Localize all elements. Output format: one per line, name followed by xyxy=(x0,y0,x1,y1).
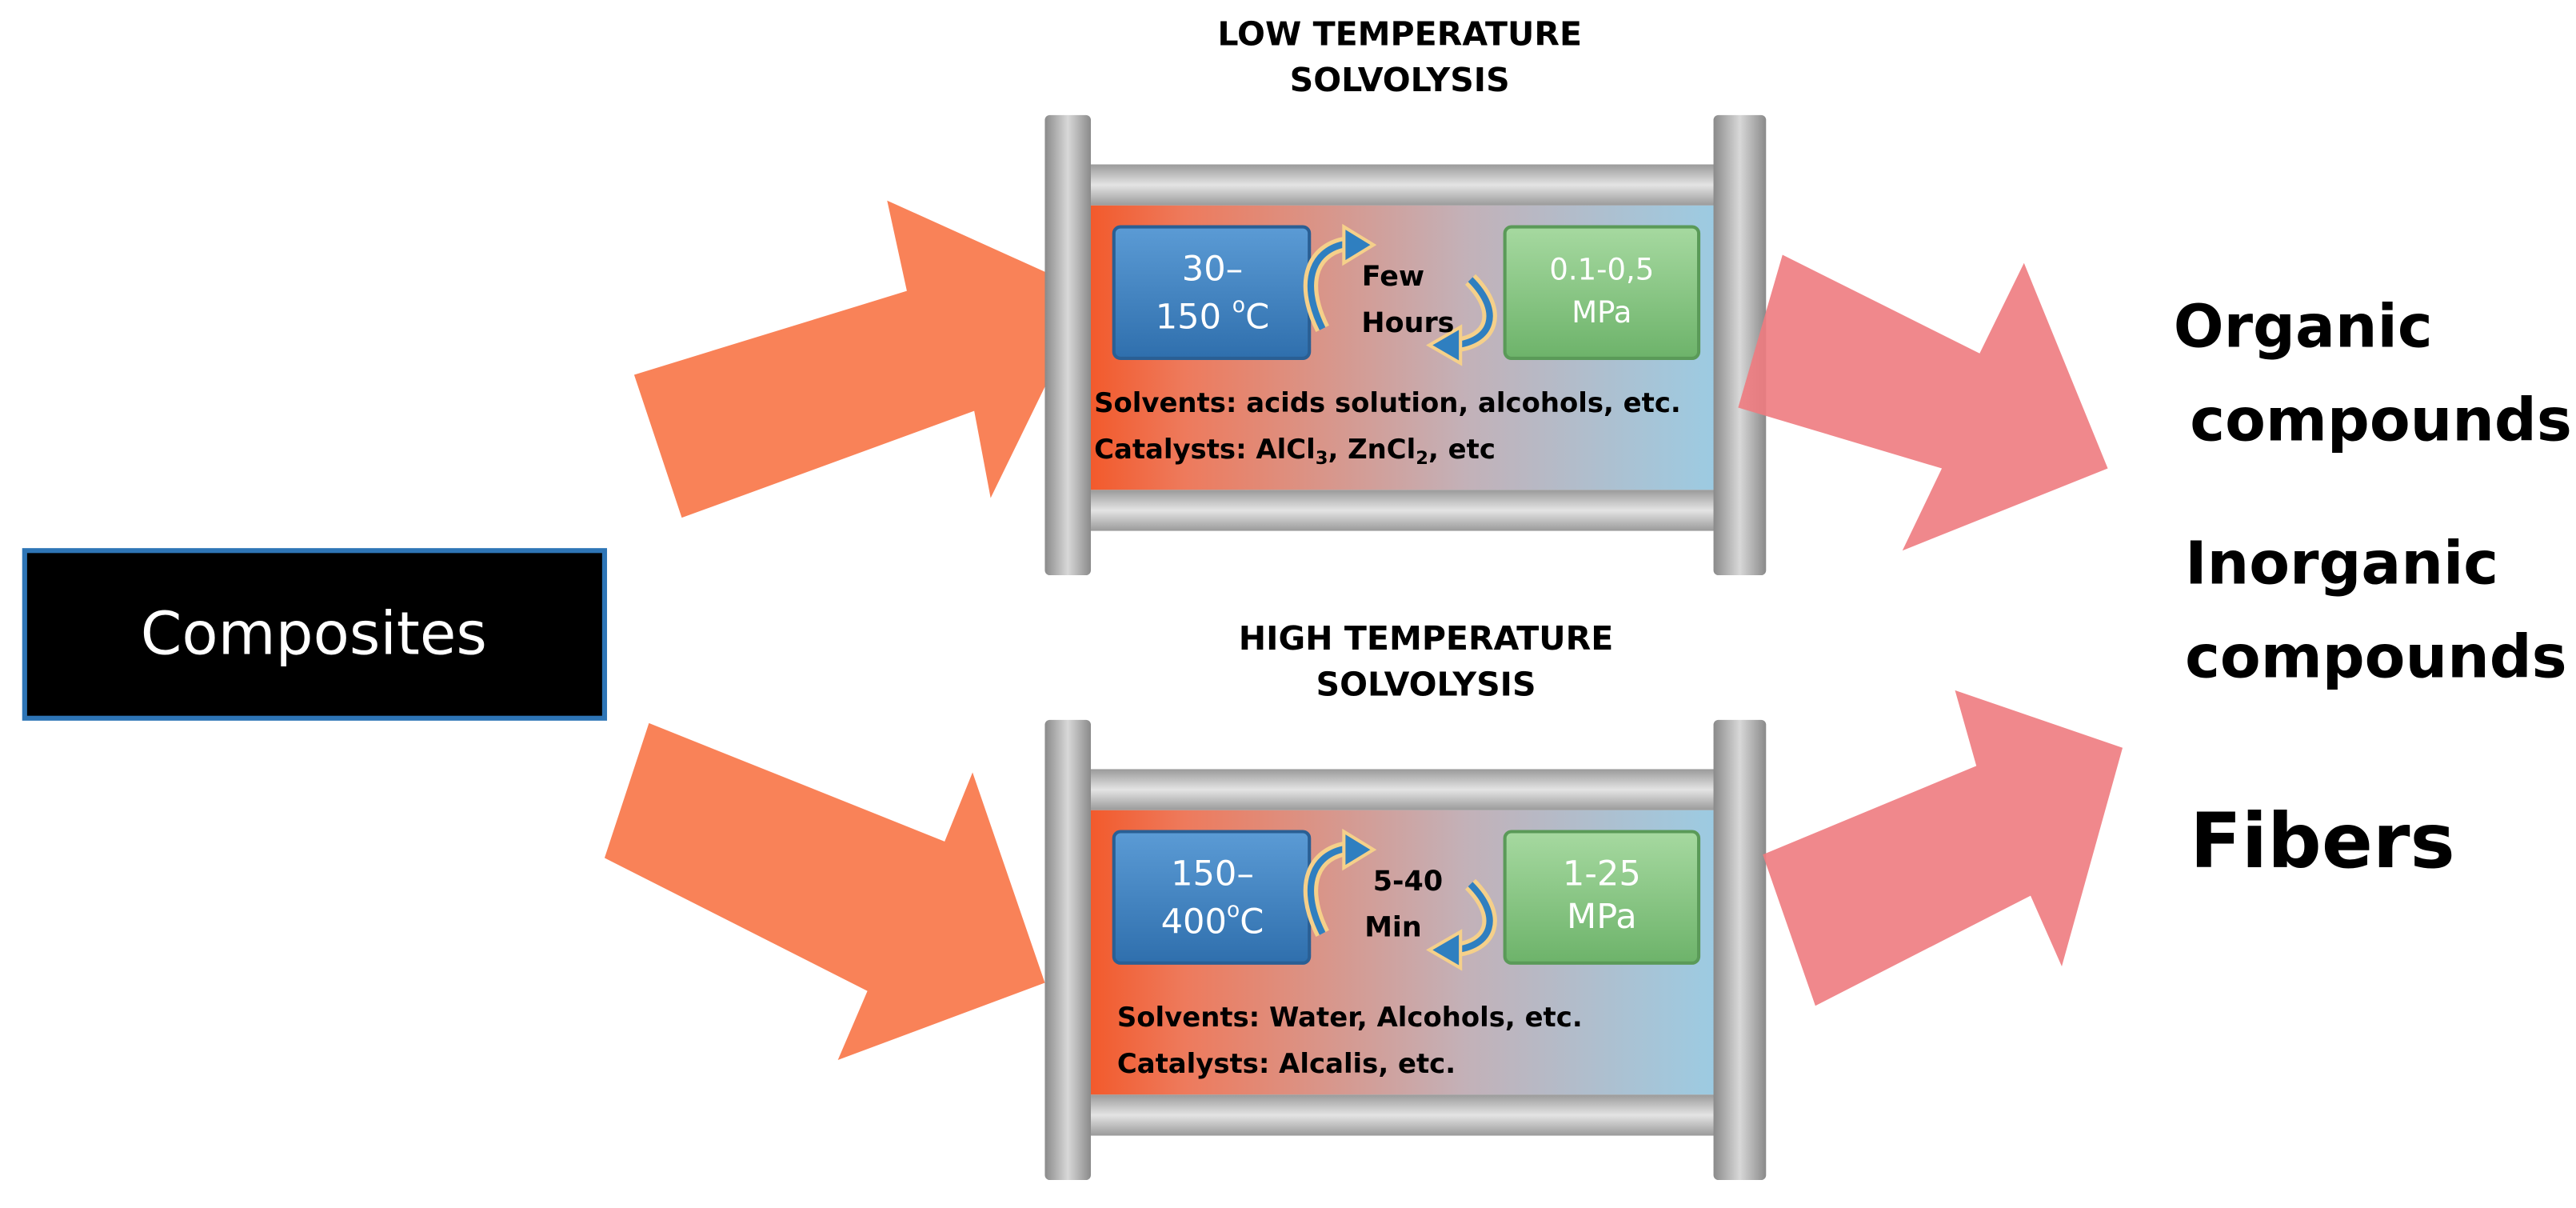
cycle-arrow-head xyxy=(1342,223,1377,266)
input-box xyxy=(22,548,608,721)
temperature-text: 150 oC xyxy=(1156,293,1269,337)
pressure-text: MPa xyxy=(1567,897,1637,937)
catalysts-part: Catalysts: Alcalis, etc. xyxy=(1117,1048,1456,1079)
tube-post xyxy=(1044,114,1091,576)
cycle-arrow-head xyxy=(1426,929,1463,971)
output-label: compounds xyxy=(2185,622,2567,691)
time-text: Hours xyxy=(1361,307,1454,339)
subscript: 3 xyxy=(1316,448,1328,469)
tube-bar xyxy=(1090,1094,1715,1136)
temperature-value: 150 xyxy=(1156,297,1232,337)
output-arrow xyxy=(1763,690,2123,1006)
subscript: 2 xyxy=(1416,448,1428,469)
cycle-arrow-head xyxy=(1426,324,1463,366)
degree: o xyxy=(1227,898,1240,922)
time-text: 5-40 xyxy=(1373,866,1443,898)
temperature-text: 30– xyxy=(1182,250,1243,290)
pressure-text: 1-25 xyxy=(1563,854,1641,894)
temperature-text: 150– xyxy=(1171,854,1254,894)
reactor: HIGH TEMPERATURESOLVOLYSIS150–400oC1-25M… xyxy=(1044,619,1767,1181)
temperature-box xyxy=(1112,830,1312,965)
tube-bar xyxy=(1090,769,1715,810)
input-arrow xyxy=(633,200,1091,518)
output-label: Inorganic xyxy=(2185,529,2498,598)
unit: C xyxy=(1245,297,1269,337)
time-text: Few xyxy=(1362,261,1424,293)
temperature-text: 400oC xyxy=(1161,898,1264,942)
cycle-arrow xyxy=(1307,240,1352,330)
tube-post xyxy=(1713,114,1767,576)
pressure-text: 0.1-0,5 xyxy=(1549,253,1654,287)
reactor-title: SOLVOLYSIS xyxy=(1290,61,1510,99)
output-label: Fibers xyxy=(2190,798,2454,886)
reactor-title: SOLVOLYSIS xyxy=(1316,666,1536,704)
tube-post xyxy=(1713,719,1767,1181)
temperature-value: 400 xyxy=(1161,902,1227,942)
catalysts-text: Catalysts: Alcalis, etc. xyxy=(1117,1048,1456,1079)
catalysts-part: Catalysts: AlCl xyxy=(1094,433,1316,464)
degree: o xyxy=(1232,293,1245,318)
pressure-text: MPa xyxy=(1572,295,1631,330)
tube-post xyxy=(1044,719,1091,1181)
input-label: Composites xyxy=(141,600,487,669)
temperature-box xyxy=(1112,225,1312,360)
reactor-title: HIGH TEMPERATURE xyxy=(1239,619,1614,658)
catalysts-part: , ZnCl xyxy=(1328,433,1416,464)
solvents-text: Solvents: acids solution, alcohols, etc. xyxy=(1094,387,1681,418)
outputs: Organic compounds Inorganic compounds Fibers xyxy=(2174,292,2572,885)
pressure-box xyxy=(1503,830,1701,965)
catalysts-text: Catalysts: AlCl3, ZnCl2, etc xyxy=(1094,433,1496,468)
output-label: Organic xyxy=(2174,292,2433,361)
catalysts-part: , etc xyxy=(1428,433,1496,464)
cycle-arrow xyxy=(1307,844,1352,935)
time-text: Min xyxy=(1364,912,1422,944)
cycle-arrow xyxy=(1453,277,1493,349)
cycle-arrow-head xyxy=(1342,828,1377,871)
output-arrow xyxy=(1738,254,2108,551)
unit: C xyxy=(1240,902,1264,942)
pressure-box xyxy=(1503,225,1701,360)
input-arrow xyxy=(604,722,1045,1061)
solvents-text: Solvents: Water, Alcohols, etc. xyxy=(1117,1002,1583,1033)
tube-bar xyxy=(1090,490,1715,531)
reactor-title: LOW TEMPERATURE xyxy=(1217,14,1582,53)
cycle-arrow xyxy=(1453,882,1493,954)
output-label: compounds xyxy=(2190,386,2572,455)
tube-bar xyxy=(1090,164,1715,206)
